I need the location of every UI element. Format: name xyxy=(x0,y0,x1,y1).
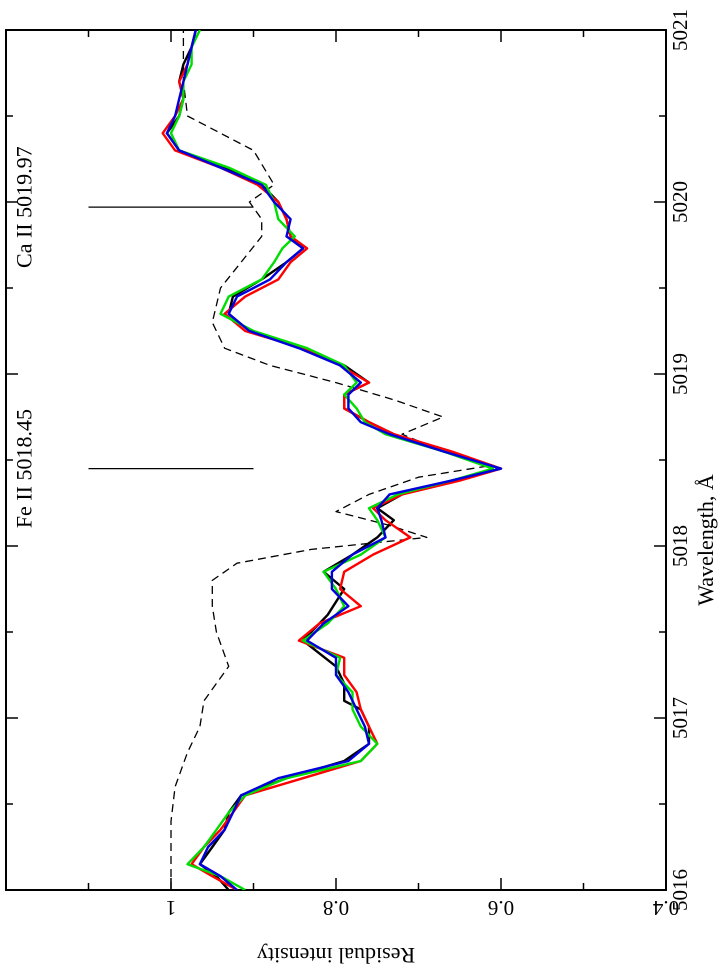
series-line-dashed xyxy=(170,30,494,890)
x-tick-label: 5021 xyxy=(668,9,692,51)
series-line-4 xyxy=(165,30,503,890)
y-axis-label: Residual intensity xyxy=(257,943,415,968)
y-tick-label: 0.6 xyxy=(488,896,514,920)
annotation-label: Ca II 5019.97 xyxy=(12,146,37,268)
x-tick-label: 5018 xyxy=(668,525,692,567)
series-line-1 xyxy=(165,30,503,890)
x-tick-label: 5019 xyxy=(668,353,692,395)
tick-marks xyxy=(5,29,667,891)
annotation-label: Fe II 5018.45 xyxy=(12,409,37,528)
tick-labels: 5016 5017 5018 5019 5020 5021 0.4 0.6 0.8 1 xyxy=(166,9,692,920)
series-line-2 xyxy=(161,30,503,890)
plot-area xyxy=(5,29,667,891)
x-tick-label: 5017 xyxy=(668,697,692,739)
x-tick-label: 5016 xyxy=(668,869,692,911)
series-lines xyxy=(161,30,503,890)
annotations: Fe II 5018.45 Ca II 5019.97 xyxy=(12,146,254,528)
y-tick-label: 0.4 xyxy=(652,896,679,920)
y-tick-label: 0.8 xyxy=(323,896,349,920)
y-tick-label: 1 xyxy=(166,896,177,920)
x-axis-label: Wavelength, Å xyxy=(693,474,718,606)
series-line-3 xyxy=(169,30,494,890)
x-tick-label: 5020 xyxy=(668,181,692,223)
